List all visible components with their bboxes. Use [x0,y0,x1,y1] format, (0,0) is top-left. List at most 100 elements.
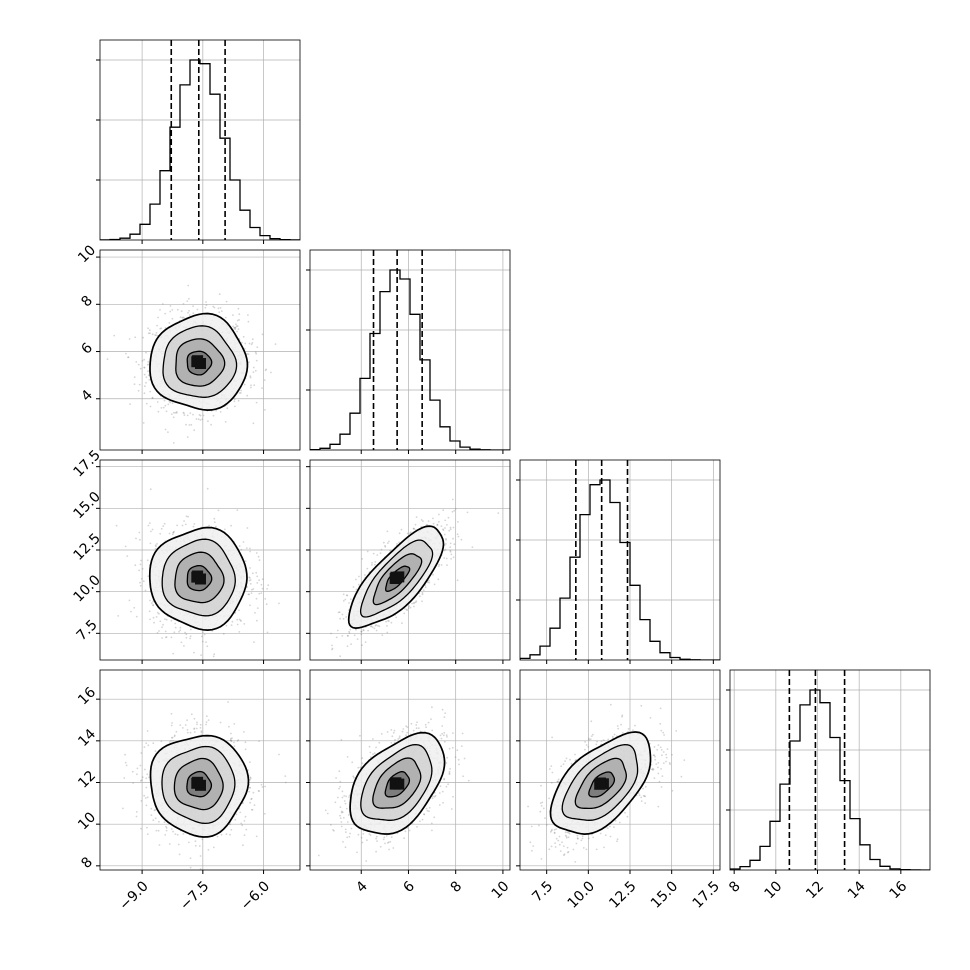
sample-point [457,521,459,523]
sample-point [232,314,234,316]
sample-point [206,645,209,648]
sample-point [152,600,155,603]
sample-point [203,633,206,636]
panel-frame [309,249,511,451]
scatter-panel-2-1 [306,459,511,664]
sample-point [372,552,375,555]
sample-point [143,366,146,369]
sample-point [347,635,349,637]
sample-point [141,567,144,570]
sample-point [252,422,255,425]
sample-point [379,552,382,555]
sample-point [152,604,155,606]
sample-point [160,740,163,743]
sample-point [380,548,383,551]
sample-point [205,715,208,718]
sample-point [231,737,233,740]
sample-point [182,316,185,319]
sample-point [189,731,192,734]
sample-point [227,701,230,703]
sample-point [230,737,232,740]
sample-point [238,319,241,321]
sample-point [193,429,196,432]
sample-point [249,786,252,789]
sample-point [244,560,247,562]
sample-point [125,352,127,355]
sample-point [451,510,454,513]
sample-point [127,356,129,359]
sample-point [231,620,234,623]
sample-point [243,347,246,350]
sample-point [254,369,257,372]
histogram-panel-1 [306,249,511,454]
sample-point [243,383,246,386]
y-tick-label: 15.0 [70,489,103,522]
sample-point [199,727,202,729]
sample-point [184,523,187,526]
sample-point [265,368,268,371]
sample-point [173,631,176,634]
sample-point [147,370,149,373]
sample-point [124,761,127,764]
sample-point [137,389,140,392]
sample-point [187,515,190,518]
histogram-step [100,59,300,240]
sample-point [371,626,374,629]
sample-point [179,629,182,632]
sample-point [389,549,391,552]
sample-point [456,579,459,582]
sample-point [257,555,260,558]
sample-point [233,400,236,403]
sample-point [239,392,242,394]
sample-point [442,509,445,512]
sample-point [415,516,418,518]
sample-point [217,509,220,512]
sample-point [164,312,167,315]
sample-point [443,533,446,536]
sample-point [169,310,172,313]
sample-point [396,543,398,545]
sample-point [176,308,179,311]
sample-point [437,578,440,581]
sample-point [330,632,332,635]
sample-point [247,353,250,356]
sample-point [374,563,376,566]
sample-point [132,782,135,784]
sample-point [165,829,168,832]
sample-point [377,624,379,627]
sample-point [193,651,195,654]
sample-point [339,655,342,658]
sample-point [159,309,161,311]
sample-point [152,616,155,619]
sample-point [161,303,164,305]
sample-point [237,328,240,330]
sample-point [253,384,256,386]
sample-point [148,378,151,381]
sample-point [161,626,163,628]
sample-point [147,361,150,363]
sample-point [145,381,147,384]
sample-point [180,310,183,313]
sample-point [187,311,189,314]
sample-point [440,525,443,527]
sample-point [164,428,167,431]
sample-point [242,802,244,805]
y-tick-label: 4 [78,387,96,405]
sample-point [236,618,239,621]
sample-point [239,619,242,622]
panel-frame [99,459,301,661]
sample-point [157,316,160,319]
sample-point [158,844,161,846]
sample-point [192,525,195,528]
sample-point [240,341,243,344]
sample-point [401,622,403,624]
sample-point [154,544,157,547]
sample-point [256,575,259,578]
sample-point [133,376,136,378]
sample-point [497,512,500,514]
sample-point [168,322,171,324]
sample-point [387,620,389,622]
sample-point [258,559,261,561]
sample-point [185,423,187,426]
sample-point [249,577,251,579]
